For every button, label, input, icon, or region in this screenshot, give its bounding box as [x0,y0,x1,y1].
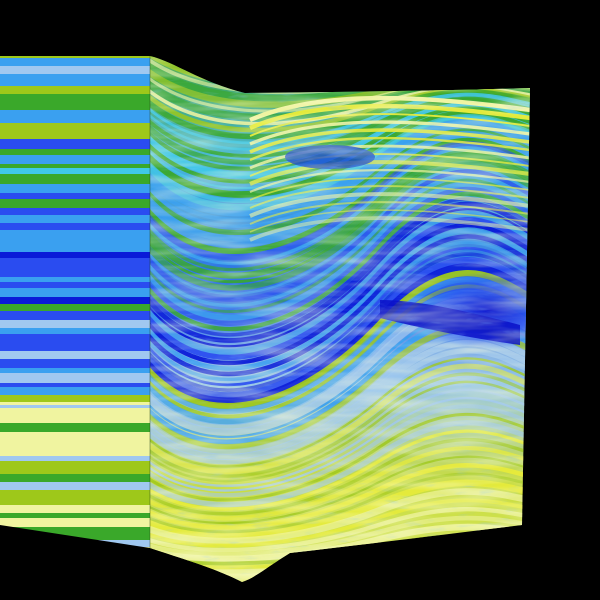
left-band [0,288,150,297]
left-band [0,215,150,223]
left-band [0,423,150,429]
left-band [0,429,150,432]
left-band [0,498,150,505]
left-band [0,449,150,456]
left-band [0,264,150,269]
left-band [0,208,150,215]
left-band [0,123,150,126]
left-band [0,414,150,419]
left-band [0,103,150,110]
left-band [0,373,150,383]
left-band [0,184,150,193]
left-band [0,320,150,328]
left-band [0,432,150,440]
left-band [0,252,150,258]
left-band [0,155,150,164]
left-band [0,482,150,490]
left-band [0,304,150,311]
left-band [0,348,150,351]
left-band [0,456,150,461]
left-band [0,419,150,423]
left-band [0,405,150,408]
left-band [0,359,150,368]
left-band [0,277,150,282]
left-band [0,328,150,334]
left-band [0,387,150,395]
speckle-texture [150,56,530,582]
left-band [0,126,150,134]
left-band [0,523,150,527]
left-band [0,440,150,449]
left-panel [0,56,150,548]
left-band [0,199,150,208]
left-band [0,297,150,304]
left-band [0,338,150,348]
left-band [0,368,150,373]
left-band [0,246,150,252]
left-band [0,530,150,540]
left-band [0,402,150,405]
left-band [0,474,150,482]
left-band [0,193,150,199]
left-band [0,258,150,264]
left-band [0,238,150,246]
left-band [0,518,150,523]
left-band [0,334,150,338]
left-band [0,269,150,277]
left-band [0,78,150,86]
left-band [0,408,150,414]
left-band [0,351,150,359]
left-band [0,86,150,94]
left-band [0,223,150,230]
main-panel [150,56,530,582]
left-band [0,56,150,58]
left-band [0,230,150,238]
left-band [0,139,150,149]
left-band [0,461,150,466]
left-band [0,395,150,402]
left-band [0,490,150,498]
left-band [0,94,150,103]
left-band [0,311,150,314]
left-band [0,149,150,155]
left-band [0,66,150,74]
left-band [0,174,150,184]
left-band [0,505,150,513]
left-band [0,513,150,518]
left-band [0,110,150,114]
left-band [0,383,150,387]
left-band [0,466,150,474]
left-band [0,168,150,174]
left-band [0,314,150,320]
left-band [0,282,150,288]
left-band [0,114,150,123]
left-band [0,527,150,530]
left-band [0,134,150,139]
left-band [0,74,150,78]
left-band [0,164,150,168]
left-band [0,58,150,66]
